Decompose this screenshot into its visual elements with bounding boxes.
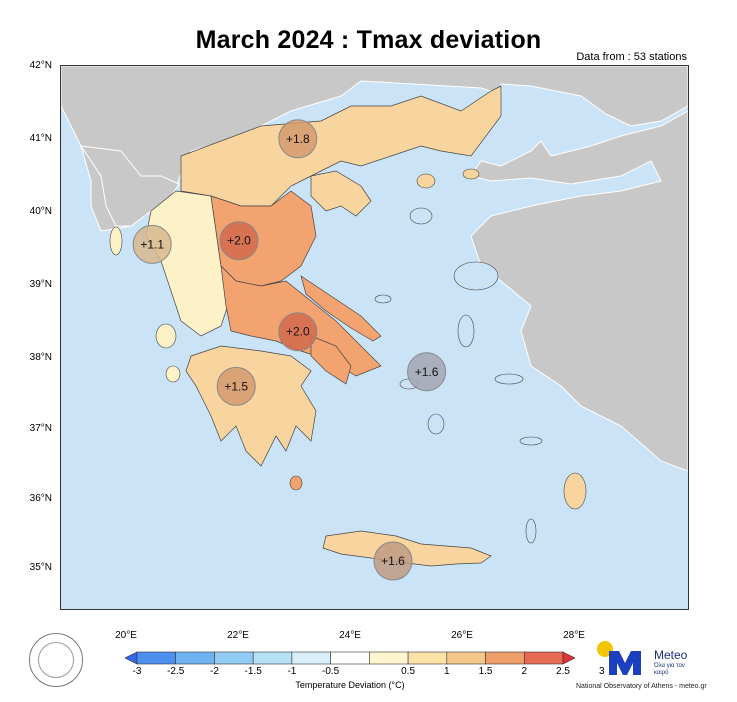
- colorbar-cell: [446, 651, 486, 665]
- chalkidiki: [310, 170, 372, 217]
- colorbar-cell: [252, 651, 293, 665]
- lon-label: 24°E: [339, 630, 361, 641]
- colorbar-cell: [125, 651, 138, 665]
- attica: [310, 335, 352, 385]
- station-bubble[interactable]: +2.0: [219, 221, 259, 261]
- station-value: +1.1: [140, 237, 164, 251]
- colorbar-tick: -2.5: [167, 666, 185, 677]
- colorbar-cell: [562, 651, 575, 665]
- colorbar-cell: [175, 651, 215, 665]
- turkey-land: [470, 110, 688, 472]
- naxos: [427, 413, 445, 435]
- colorbar-tick: 1: [444, 666, 450, 677]
- kefalonia: [155, 323, 177, 349]
- lat-label: 36°N: [29, 493, 52, 504]
- lat-label: 38°N: [29, 352, 52, 363]
- colorbar-cell: [407, 651, 448, 665]
- skyros: [374, 294, 392, 304]
- station-bubble[interactable]: +2.0: [278, 312, 318, 352]
- colorbar-tick: -3: [132, 666, 142, 677]
- lon-label: 22°E: [227, 630, 249, 641]
- lat-label: 39°N: [29, 279, 52, 290]
- lemnos: [409, 207, 433, 225]
- station-value: +1.6: [381, 554, 405, 568]
- station-value: +1.8: [286, 132, 310, 146]
- colorbar-tick: -1.5: [244, 666, 262, 677]
- kos: [519, 436, 543, 446]
- lat-label: 35°N: [29, 562, 52, 573]
- samos: [494, 373, 524, 385]
- colorbar-cell: [330, 651, 370, 665]
- colorbar-cell: [291, 651, 331, 665]
- station-layer: +1.8 +1.1 +2.0 +2.0 +1.6 +1.5 +1.6: [132, 119, 447, 581]
- station-value: +1.5: [224, 379, 248, 393]
- lat-label: 40°N: [29, 206, 52, 217]
- lesvos: [453, 261, 499, 291]
- meteo-logo-icon: [597, 641, 641, 675]
- colorbar-tick: 2: [521, 666, 528, 677]
- lon-label: 20°E: [115, 630, 137, 641]
- colorbar-cell: [369, 651, 409, 665]
- rhodes: [563, 472, 587, 510]
- map-area[interactable]: +1.8 +1.1 +2.0 +2.0 +1.6 +1.5 +1.6: [60, 65, 689, 610]
- lat-label: 41°N: [29, 133, 52, 144]
- thasos: [416, 173, 436, 189]
- karpathos: [525, 518, 537, 544]
- zakynthos: [165, 365, 181, 383]
- colorbar-title: Temperature Deviation (°C): [295, 680, 405, 690]
- station-bubble[interactable]: +1.5: [216, 366, 256, 406]
- peloponnese: [185, 345, 317, 467]
- balkans-land: [61, 66, 688, 232]
- station-value: +2.0: [286, 325, 310, 339]
- station-bubble[interactable]: +1.8: [278, 119, 318, 159]
- colorbar-cell: [523, 651, 564, 665]
- station-count: Data from : 53 stations: [576, 51, 687, 63]
- lon-label: 26°E: [451, 630, 473, 641]
- map-title: March 2024 : Tmax deviation: [195, 26, 542, 54]
- lat-label: 37°N: [29, 423, 52, 434]
- station-bubble[interactable]: +1.6: [373, 541, 413, 581]
- colorbar-tick: -2: [210, 666, 219, 677]
- colorbar-cell: [214, 651, 254, 665]
- kythira: [289, 475, 303, 491]
- station-value: +2.0: [227, 234, 251, 248]
- evia: [300, 275, 382, 342]
- colorbar-tick: -0.5: [322, 666, 340, 677]
- lon-label: 28°E: [563, 630, 585, 641]
- station-value: +1.6: [415, 365, 439, 379]
- colorbar-tick: 3: [598, 666, 605, 677]
- colorbar-tick: 0.5: [401, 666, 416, 677]
- colorbar-cell: [485, 651, 525, 665]
- logo-name: Meteo: [654, 648, 688, 662]
- observatory-seal-icon: [29, 633, 83, 687]
- colorbar: [125, 651, 575, 665]
- logo-tagline: Όλα για τον καιρό: [654, 663, 685, 676]
- map-svg: +1.8 +1.1 +2.0 +2.0 +1.6 +1.5 +1.6: [61, 66, 688, 581]
- station-bubble[interactable]: +1.1: [132, 224, 172, 264]
- colorbar-cell: [136, 651, 177, 665]
- chios: [457, 314, 475, 348]
- credit-text: National Observatory of Athens - meteo.g…: [576, 683, 707, 690]
- samothraki: [462, 168, 480, 180]
- lat-label: 42°N: [29, 60, 52, 71]
- corfu: [109, 226, 123, 256]
- station-bubble[interactable]: +1.6: [407, 352, 447, 392]
- colorbar-tick: -1: [287, 666, 297, 677]
- colorbar-tick: 2.5: [556, 666, 570, 677]
- colorbar-tick: 1.5: [478, 666, 493, 677]
